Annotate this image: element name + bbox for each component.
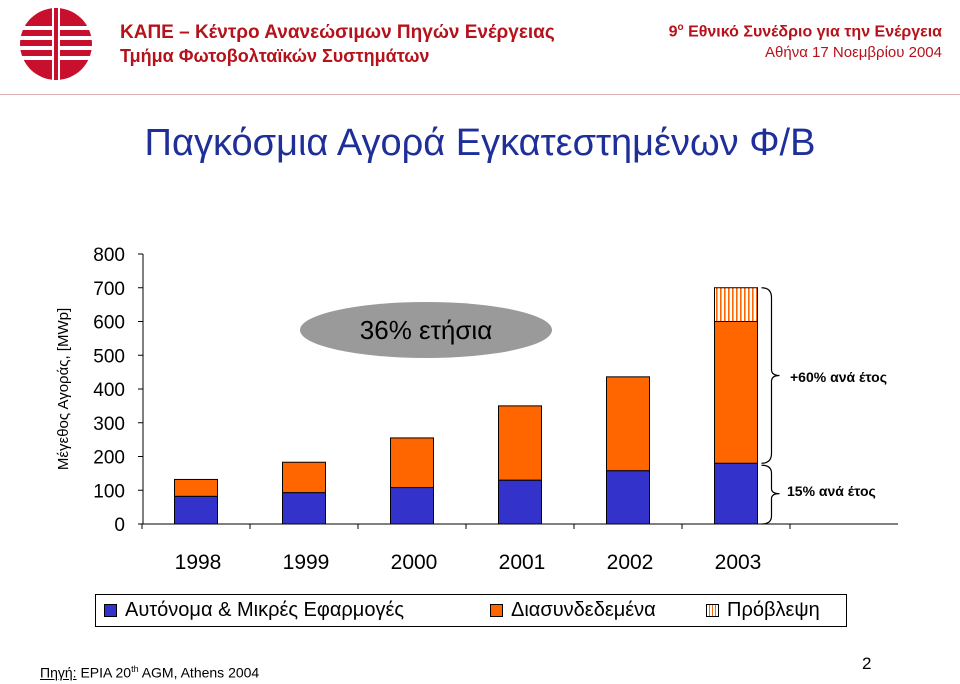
- y-tick-label-300: 300: [93, 414, 125, 435]
- bar-1999-series-1: [282, 461, 326, 494]
- source-note: Πηγή: EPIA 20th AGM, Athens 2004: [40, 664, 259, 681]
- growth-bubble: [300, 302, 552, 358]
- x-tick-label-2001: 2001: [499, 551, 546, 574]
- page-number: 2: [862, 654, 872, 673]
- y-tick-label-600: 600: [93, 313, 125, 334]
- growth-bubble-label: 36% ετήσια: [360, 315, 492, 345]
- legend-swatch-grid-connected: [490, 604, 503, 617]
- bar-2000-series-0: [390, 487, 434, 525]
- legend-swatch-standalone: [104, 604, 117, 617]
- source-text-b: AGM, Athens 2004: [138, 664, 260, 681]
- x-tick-label-2003: 2003: [715, 551, 762, 574]
- market-bar-chart: 0 100 200 300 400 500 600 700 800 Μέγεθος Αγοράς,…: [55, 245, 898, 574]
- conference-title: Εθνικό Συνέδριο για την Ενέργεια: [683, 23, 942, 41]
- legend-item-grid-connected: Διασυνδεδεμένα: [490, 599, 656, 622]
- source-text-a: EPIA 20: [76, 664, 132, 681]
- source-label: Πηγή:: [40, 664, 77, 681]
- source-sup: th: [131, 664, 139, 674]
- y-tick-label-100: 100: [93, 481, 125, 502]
- legend-swatch-forecast: [706, 604, 719, 617]
- org-name: ΚΑΠΕ – Κέντρο Ανανεώσιμων Πηγών Ενέργεια…: [120, 22, 555, 43]
- kape-logo: [18, 6, 94, 82]
- x-tick-label-1998: 1998: [175, 551, 222, 574]
- x-tick-label-2000: 2000: [391, 551, 438, 574]
- legend-label-standalone: Αυτόνομα & Μικρές Εφαρμογές: [125, 599, 405, 621]
- bar-2003-series-0: [714, 462, 758, 525]
- conference-name: 9ο Εθνικό Συνέδριο για την Ενέργεια: [669, 22, 942, 41]
- y-tick-label-500: 500: [93, 346, 125, 367]
- bar-1998-series-0: [174, 495, 218, 525]
- chart-legend: Αυτόνομα & Μικρές Εφαρμογές Διασυνδεδεμέ…: [95, 594, 847, 627]
- x-tick-label-1999: 1999: [283, 551, 330, 574]
- y-tick-label-400: 400: [93, 380, 125, 401]
- lower-bracket-label: 15% ανά έτος: [787, 483, 876, 499]
- slide-title: Παγκόσμια Αγορά Εγκατεστημένων Φ/Β: [144, 122, 816, 164]
- upper-bracket: [761, 287, 780, 464]
- header-divider: [0, 94, 960, 95]
- bar-1999-series-0: [282, 492, 326, 525]
- org-department: Τμήμα Φωτοβολταϊκών Συστημάτων: [120, 46, 430, 66]
- conference-ordinal: ο: [677, 22, 684, 33]
- y-tick-label-200: 200: [93, 448, 125, 469]
- bar-2000-series-1: [390, 437, 434, 489]
- upper-bracket-label: +60% ανά έτος: [790, 369, 887, 385]
- conference-number: 9: [668, 23, 678, 41]
- legend-label-forecast: Πρόβλεψη: [727, 599, 820, 621]
- legend-item-forecast: Πρόβλεψη: [706, 599, 820, 622]
- bar-2001-series-1: [498, 405, 542, 481]
- legend-label-grid-connected: Διασυνδεδεμένα: [511, 599, 656, 621]
- x-tick-label-2002: 2002: [607, 551, 654, 574]
- y-tick-label-800: 800: [93, 245, 125, 266]
- bar-2001-series-0: [498, 479, 542, 525]
- y-tick-label-700: 700: [93, 279, 125, 300]
- y-tick-label-0: 0: [114, 515, 125, 536]
- bar-2003-series-2: [714, 287, 758, 322]
- conference-date: Αθήνα 17 Νοεμβρίου 2004: [765, 44, 942, 61]
- bar-2002-series-0: [606, 470, 650, 525]
- y-axis-label: Μέγεθος Αγοράς, [MWp]: [55, 308, 72, 470]
- lower-bracket: [761, 464, 780, 525]
- bar-2002-series-1: [606, 376, 650, 472]
- bar-2003-series-1: [714, 321, 758, 464]
- bar-1998-series-1: [174, 478, 218, 497]
- legend-item-standalone: Αυτόνομα & Μικρές Εφαρμογές: [104, 599, 404, 622]
